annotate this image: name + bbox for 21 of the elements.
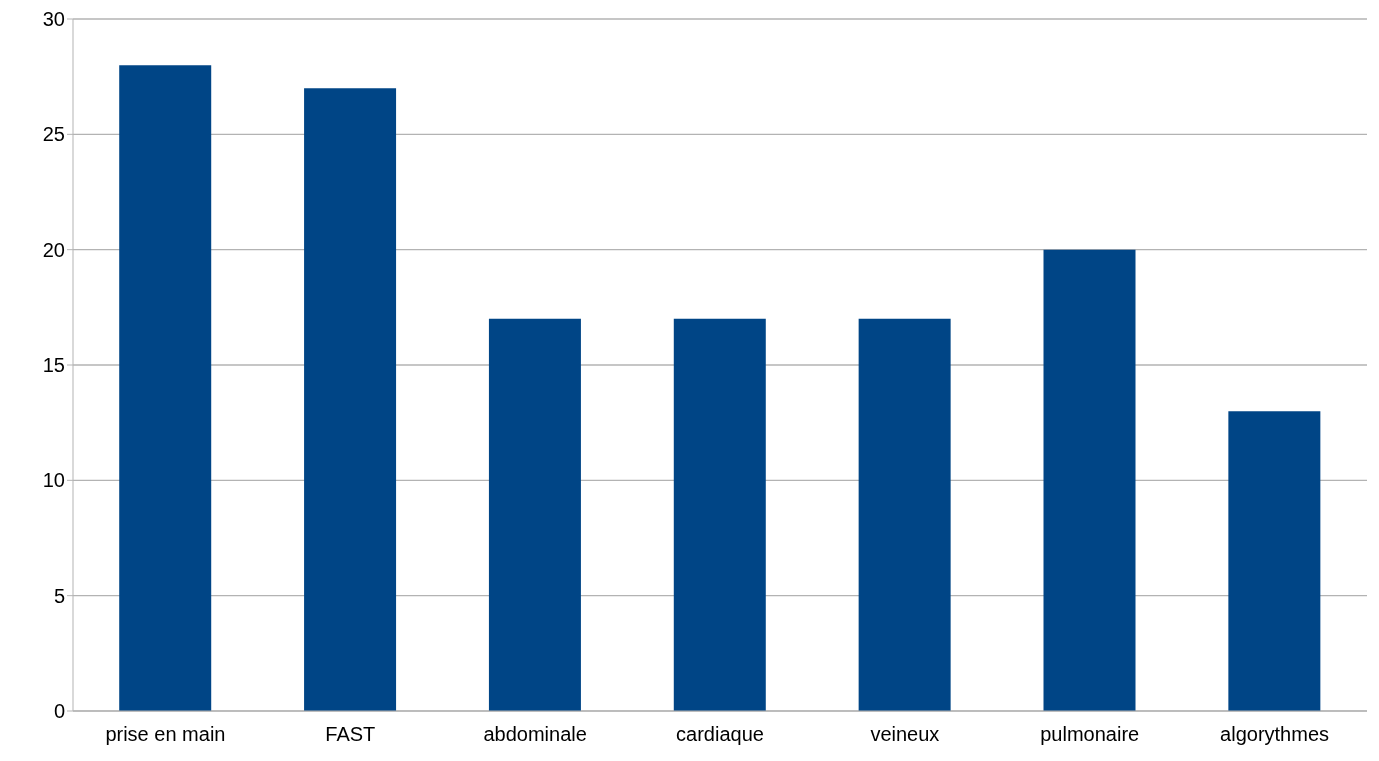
x-tick-label: cardiaque: [676, 723, 764, 746]
y-tick-label: 10: [42, 469, 65, 492]
x-tick-label: pulmonaire: [1040, 723, 1140, 746]
y-tick-label: 20: [42, 238, 65, 261]
y-tick-label: 25: [42, 123, 65, 146]
bar: [673, 318, 766, 711]
x-tick-label: abdominale: [483, 723, 587, 746]
bar: [1228, 411, 1321, 711]
bar: [1043, 249, 1136, 711]
y-tick-label: 30: [42, 8, 65, 31]
y-tick-label: 5: [53, 584, 65, 607]
y-tick-label: 15: [42, 354, 65, 377]
y-tick-label: 0: [53, 700, 65, 723]
x-tick-label: prise en main: [105, 723, 226, 746]
x-tick-label: veineux: [870, 723, 940, 746]
bar: [304, 88, 397, 711]
bar: [858, 318, 951, 711]
x-tick-label: FAST: [325, 723, 376, 746]
bar: [119, 65, 212, 711]
x-tick-label: algorythmes: [1220, 723, 1330, 746]
bar: [488, 318, 581, 711]
